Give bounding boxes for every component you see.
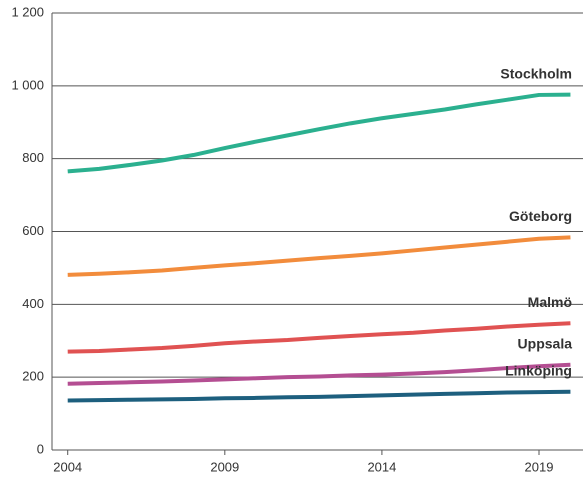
x-tick-label: 2014: [367, 459, 396, 474]
series-label: Malmö: [528, 294, 572, 310]
series-label: Uppsala: [518, 335, 573, 351]
y-tick-label: 800: [22, 150, 44, 165]
x-tick-label: 2009: [210, 459, 239, 474]
line: [67, 321, 571, 354]
series-label: Göteborg: [509, 208, 572, 224]
y-tick-label: 200: [22, 369, 44, 384]
series-label: Linköping: [505, 362, 572, 378]
y-tick-label: 600: [22, 223, 44, 238]
y-tick-label: 400: [22, 296, 44, 311]
series-label: Stockholm: [500, 65, 572, 81]
line: [67, 389, 571, 403]
line: [67, 362, 571, 386]
line: [67, 235, 571, 277]
x-tick-label: 2004: [53, 459, 82, 474]
y-tick-label: 1 200: [11, 4, 44, 19]
x-tick-label: 2019: [525, 459, 554, 474]
y-tick-label: 0: [37, 441, 44, 456]
y-tick-label: 1 000: [11, 77, 44, 92]
line: [67, 92, 571, 174]
